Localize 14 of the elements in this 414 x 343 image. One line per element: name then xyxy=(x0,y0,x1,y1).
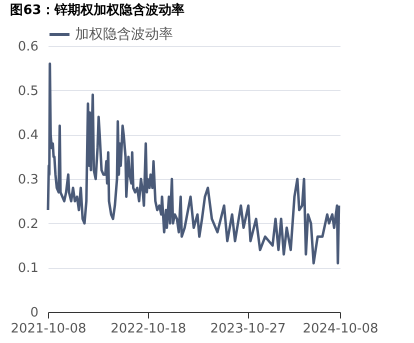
y-tick-label: 0.6 xyxy=(18,40,38,54)
y-tick-label: 0.4 xyxy=(18,128,38,144)
y-tick-label: 0.1 xyxy=(18,261,38,276)
chart-title: 图63：锌期权加权隐含波动率 xyxy=(10,2,184,18)
y-tick-label: 0.5 xyxy=(18,84,38,99)
x-tick-label: 2022-10-18 xyxy=(110,322,186,336)
legend-label: 加权隐含波动率 xyxy=(75,26,173,42)
y-tick-label: 0.3 xyxy=(18,172,38,188)
y-tick-label: 0.2 xyxy=(18,216,38,232)
line-series xyxy=(46,62,340,264)
x-tick-label: 2024-10-08 xyxy=(302,322,378,336)
x-tick-label: 2021-10-08 xyxy=(10,322,86,336)
y-tick-label: 0 xyxy=(30,306,38,320)
x-tick-label: 2023-10-27 xyxy=(210,322,286,336)
